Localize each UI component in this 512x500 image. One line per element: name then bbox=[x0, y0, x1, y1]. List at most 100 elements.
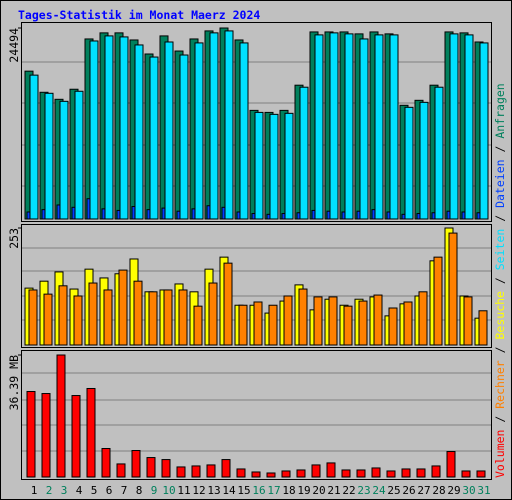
bar bbox=[296, 469, 306, 478]
bar bbox=[133, 280, 143, 346]
bar bbox=[344, 33, 354, 220]
bar bbox=[134, 44, 144, 220]
bar bbox=[419, 101, 429, 220]
bar bbox=[149, 56, 159, 220]
bar bbox=[448, 232, 458, 346]
legend-entry: Besuche bbox=[493, 291, 507, 340]
bar bbox=[299, 86, 309, 220]
bar bbox=[433, 256, 443, 346]
bar bbox=[193, 305, 203, 346]
x-tick-label: 25 bbox=[387, 484, 400, 497]
bar bbox=[254, 111, 264, 220]
bar bbox=[29, 74, 39, 220]
bar bbox=[161, 459, 171, 478]
bar bbox=[371, 467, 381, 478]
bar bbox=[118, 269, 128, 346]
x-tick-label: 12 bbox=[192, 484, 205, 497]
bar bbox=[403, 301, 413, 346]
bar bbox=[358, 300, 368, 346]
bar bbox=[58, 285, 68, 346]
x-tick-label: 3 bbox=[61, 484, 68, 497]
legend-separator: / bbox=[493, 208, 507, 229]
bar bbox=[404, 106, 414, 220]
bar bbox=[194, 42, 204, 220]
bar bbox=[251, 471, 261, 478]
bar bbox=[163, 289, 173, 346]
legend: Volumen / Rechner / Besuche / Seiten / D… bbox=[493, 83, 507, 478]
legend-separator: / bbox=[493, 270, 507, 291]
x-tick-label: 1 bbox=[31, 484, 38, 497]
bar bbox=[298, 288, 308, 346]
bar bbox=[253, 301, 263, 346]
bar bbox=[88, 282, 98, 346]
bar bbox=[386, 470, 396, 478]
x-tick-label: 29 bbox=[447, 484, 460, 497]
x-tick-label: 30 bbox=[462, 484, 475, 497]
bar bbox=[434, 86, 444, 220]
legend-entry: Volumen bbox=[493, 430, 507, 478]
bar bbox=[208, 282, 218, 346]
legend-separator: / bbox=[493, 409, 507, 430]
bar bbox=[104, 35, 114, 220]
bar bbox=[221, 459, 231, 478]
bar bbox=[71, 395, 81, 478]
bar bbox=[326, 462, 336, 478]
x-tick-label: 17 bbox=[267, 484, 280, 497]
bar bbox=[101, 448, 111, 478]
bar bbox=[103, 289, 113, 346]
x-tick-label: 11 bbox=[177, 484, 190, 497]
bar bbox=[418, 291, 428, 346]
legend-separator: / bbox=[493, 340, 507, 361]
bar bbox=[478, 310, 488, 346]
bar bbox=[116, 463, 126, 478]
bar bbox=[374, 34, 384, 220]
bar bbox=[73, 295, 83, 346]
bar bbox=[401, 468, 411, 478]
bar bbox=[131, 450, 141, 478]
x-tick-label: 7 bbox=[121, 484, 128, 497]
x-tick-label: 24 bbox=[372, 484, 386, 497]
x-tick-label: 16 bbox=[252, 484, 265, 497]
bar bbox=[119, 36, 129, 220]
bar bbox=[238, 304, 248, 346]
bar bbox=[359, 38, 369, 220]
bar bbox=[179, 54, 189, 220]
bar bbox=[86, 387, 96, 478]
bar bbox=[191, 465, 201, 478]
bar bbox=[209, 32, 219, 220]
bar bbox=[464, 34, 474, 220]
bar bbox=[28, 289, 38, 346]
x-tick-label: 8 bbox=[136, 484, 143, 497]
bar bbox=[236, 468, 246, 478]
bar bbox=[311, 464, 321, 478]
x-tick-label: 2 bbox=[46, 484, 53, 497]
bar bbox=[239, 42, 249, 220]
panel bbox=[21, 350, 492, 480]
x-tick-label: 4 bbox=[76, 484, 83, 497]
y-tick-label: 24494 bbox=[7, 28, 21, 63]
legend-separator: / bbox=[493, 139, 507, 160]
bar bbox=[388, 307, 398, 346]
x-tick-label: 15 bbox=[237, 484, 250, 497]
legend-entry: Dateien bbox=[493, 159, 507, 207]
legend-entry: Seiten bbox=[493, 229, 507, 271]
bar bbox=[463, 296, 473, 346]
bar bbox=[313, 296, 323, 346]
bar bbox=[389, 34, 399, 220]
bar bbox=[343, 305, 353, 346]
bar bbox=[26, 391, 36, 478]
bar bbox=[341, 469, 351, 478]
x-tick-label: 20 bbox=[312, 484, 325, 497]
bar bbox=[74, 90, 84, 220]
x-tick-label: 31 bbox=[477, 484, 490, 497]
legend-entry: Rechner bbox=[493, 360, 507, 409]
chart-title: Tages-Statistik im Monat Maerz 2024 bbox=[18, 8, 260, 22]
bar bbox=[43, 293, 53, 346]
x-tick-label: 23 bbox=[357, 484, 370, 497]
x-tick-label: 10 bbox=[162, 484, 175, 497]
x-tick-label: 14 bbox=[222, 484, 236, 497]
bar bbox=[356, 469, 366, 478]
bar bbox=[449, 33, 459, 220]
bar bbox=[268, 304, 278, 346]
bar bbox=[164, 41, 174, 220]
